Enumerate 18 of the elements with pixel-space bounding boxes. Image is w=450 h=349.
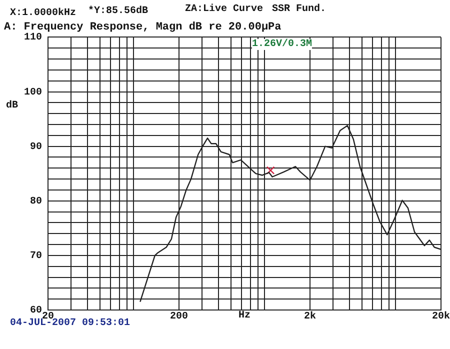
x-axis-title: Hz — [238, 310, 251, 322]
text: SSR Fund. — [272, 4, 326, 15]
y-tick-label: 100 — [24, 87, 42, 98]
text: *Y:85.56dB — [88, 6, 148, 17]
x-tick-label: 200 — [170, 312, 188, 323]
x-tick-label: 20k — [432, 310, 450, 323]
y-tick-label: 60 — [30, 306, 42, 317]
annotation: 1.26V/0.3M — [252, 39, 312, 50]
x-tick-label: 2k — [304, 310, 316, 323]
y-tick-label: 80 — [30, 196, 42, 208]
text: X:1.0000kHz — [10, 8, 76, 19]
text: ZA:Live Curve — [185, 4, 264, 15]
y-tick-label: 90 — [30, 142, 42, 153]
text: 04-JUL-2007 09:53:01 — [10, 318, 130, 329]
chart-title: A: Frequency Response, Magn dB re 20.00μPa — [4, 21, 282, 34]
y-axis-title: dB — [6, 100, 18, 112]
y-tick-label: 70 — [30, 250, 42, 262]
y-tick-label: 110 — [24, 32, 42, 44]
